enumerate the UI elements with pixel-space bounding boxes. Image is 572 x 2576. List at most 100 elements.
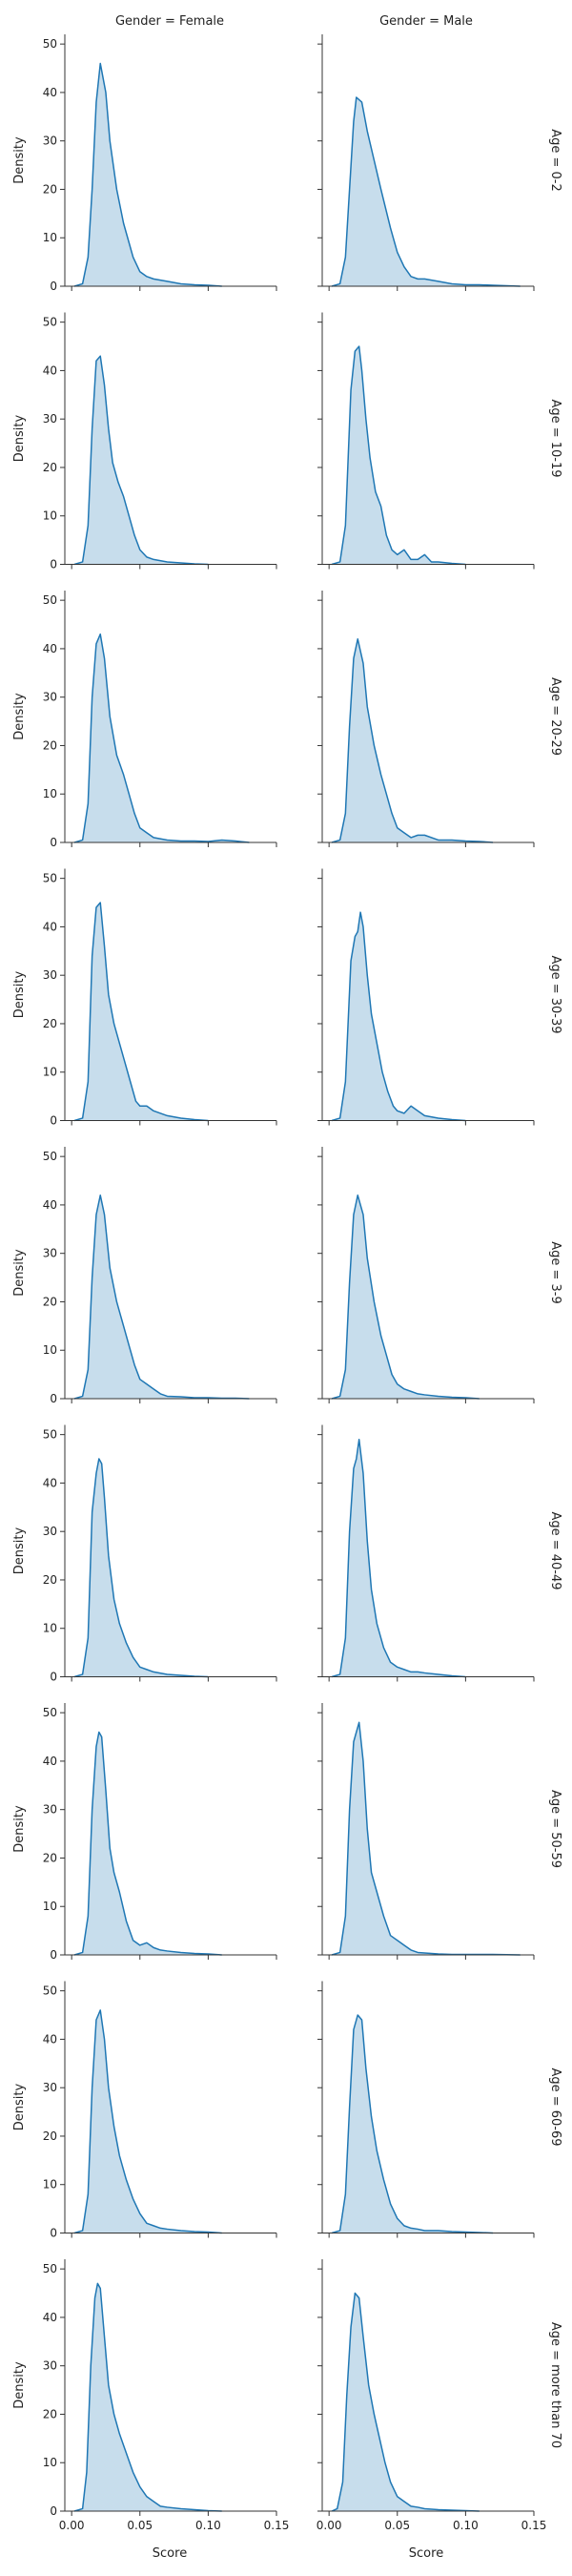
panel xyxy=(317,1981,535,2238)
y-tick-label: 50 xyxy=(43,872,57,885)
y-tick-label: 0 xyxy=(50,2227,57,2240)
y-tick-label: 40 xyxy=(43,364,57,377)
density-line xyxy=(73,1195,250,1400)
panel: 0 10 20 30 40 50 Density xyxy=(12,1703,277,1962)
panel xyxy=(317,312,535,570)
density-line xyxy=(331,1438,466,1678)
y-tick-label: 10 xyxy=(43,2178,57,2192)
y-axis-label: Density xyxy=(12,1527,27,1574)
col-title-female: Gender = Female xyxy=(115,14,224,29)
density-area xyxy=(74,634,250,842)
density-line xyxy=(73,633,250,843)
y-tick-label: 30 xyxy=(43,2081,57,2094)
y-axis-label: Density xyxy=(12,970,27,1018)
y-axis-label: Density xyxy=(12,2083,27,2130)
y-tick-label: 50 xyxy=(43,1428,57,1442)
y-axis-label: Density xyxy=(12,693,27,740)
x-axis-label-female: Score xyxy=(153,2546,187,2561)
density-line xyxy=(73,1731,222,1956)
panel: 0 10 20 30 40 50 Density xyxy=(12,591,277,849)
density-line xyxy=(73,902,209,1122)
panel: 0 10 20 30 40 50 Density xyxy=(12,312,277,571)
row-title: Age = 30-39 xyxy=(548,955,562,1033)
density-line xyxy=(73,2282,222,2512)
y-tick-label: 20 xyxy=(43,738,57,752)
panel: 0 10 20 30 40 50 0.00 0.05 0.10 0.15 Density xyxy=(12,2259,289,2532)
y-tick-label: 10 xyxy=(43,1622,57,1635)
density-area xyxy=(332,346,466,565)
y-tick-label: 40 xyxy=(43,1198,57,1212)
y-axis-label: Density xyxy=(12,2361,27,2409)
x-axis-labels: Score Score xyxy=(153,2546,443,2561)
density-area xyxy=(332,1195,480,1399)
panel: 0 10 20 30 40 50 Density xyxy=(12,868,277,1128)
y-tick-label: 0 xyxy=(50,558,57,571)
x-tick-label: 0.00 xyxy=(317,2519,342,2532)
density-area xyxy=(74,63,222,286)
density-line xyxy=(331,2292,480,2512)
y-tick-label: 20 xyxy=(43,461,57,474)
y-axis-label: Density xyxy=(12,136,27,184)
y-tick-label: 20 xyxy=(43,1573,57,1587)
y-tick-label: 50 xyxy=(43,1150,57,1163)
y-tick-label: 40 xyxy=(43,642,57,655)
y-tick-label: 30 xyxy=(43,135,57,148)
row-title: Age = 0-2 xyxy=(548,129,562,192)
y-tick-label: 30 xyxy=(43,1247,57,1260)
row-title: Age = 60-69 xyxy=(548,2067,562,2146)
panels: 0 10 20 30 40 50 Density 0 10 20 30 40 50 Density 0 10 2… xyxy=(12,34,546,2532)
panel xyxy=(317,1147,535,1403)
y-tick-label: 10 xyxy=(43,787,57,800)
column-titles: Gender = Female Gender = Male xyxy=(115,14,473,29)
density-area xyxy=(332,638,494,842)
density-area xyxy=(332,2015,494,2233)
y-tick-label: 20 xyxy=(43,182,57,196)
panel: 0 10 20 30 40 50 Density xyxy=(12,1424,277,1684)
y-tick-label: 50 xyxy=(43,37,57,51)
density-line xyxy=(73,62,222,287)
y-tick-label: 50 xyxy=(43,2262,57,2275)
y-tick-label: 20 xyxy=(43,1851,57,1864)
y-tick-label: 20 xyxy=(43,1017,57,1030)
y-tick-label: 30 xyxy=(43,1525,57,1538)
x-tick-label: 0.05 xyxy=(127,2519,153,2532)
row-title: Age = more than 70 xyxy=(548,2322,562,2448)
density-line xyxy=(331,345,466,566)
row-title: Age = 20-29 xyxy=(548,677,562,756)
density-area xyxy=(74,356,209,565)
y-tick-label: 30 xyxy=(43,412,57,426)
y-tick-label: 40 xyxy=(43,1755,57,1768)
y-tick-label: 40 xyxy=(43,86,57,99)
y-tick-label: 10 xyxy=(43,1343,57,1357)
panel xyxy=(317,34,535,291)
row-title: Age = 3-9 xyxy=(548,1241,562,1304)
y-tick-label: 50 xyxy=(43,593,57,607)
density-area xyxy=(332,1722,521,1955)
panel: 0 10 20 30 40 50 Density xyxy=(12,34,277,293)
row-title: Age = 40-49 xyxy=(548,1511,562,1589)
row-titles: Age = 0-2 Age = 10-19 Age = 20-29 Age = 30-… xyxy=(548,129,562,2448)
col-title-male: Gender = Male xyxy=(379,14,473,29)
y-tick-label: 0 xyxy=(50,1392,57,1405)
density-area xyxy=(332,97,521,286)
density-line xyxy=(73,1458,209,1678)
y-tick-label: 30 xyxy=(43,2359,57,2373)
x-tick-label: 0.10 xyxy=(453,2519,479,2532)
density-area xyxy=(332,912,466,1121)
density-area xyxy=(74,2009,222,2233)
y-tick-label: 10 xyxy=(43,1900,57,1913)
y-axis-label: Density xyxy=(12,1249,27,1297)
y-tick-label: 0 xyxy=(50,280,57,293)
y-axis-label: Density xyxy=(12,1805,27,1853)
density-line xyxy=(331,1721,521,1956)
y-tick-label: 50 xyxy=(43,1984,57,1998)
panel: 0 10 20 30 40 50 Density xyxy=(12,1981,277,2240)
y-tick-label: 20 xyxy=(43,2129,57,2143)
y-tick-label: 0 xyxy=(50,1114,57,1128)
panel xyxy=(317,1703,535,1960)
y-tick-label: 20 xyxy=(43,2407,57,2420)
density-area xyxy=(74,1195,250,1399)
density-line xyxy=(331,638,494,843)
y-tick-label: 10 xyxy=(43,509,57,523)
